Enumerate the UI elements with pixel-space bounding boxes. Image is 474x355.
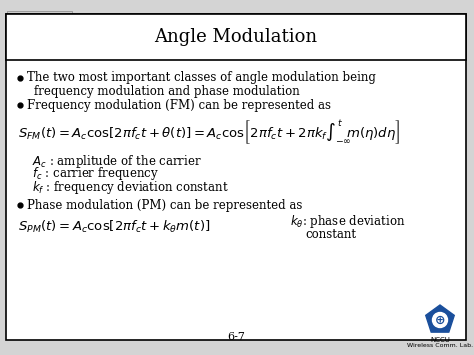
FancyBboxPatch shape (7, 11, 72, 21)
Text: $f_c$ : carrier frequency: $f_c$ : carrier frequency (32, 165, 159, 182)
Text: frequency modulation and phase modulation: frequency modulation and phase modulatio… (34, 84, 300, 98)
FancyBboxPatch shape (6, 14, 466, 340)
Text: $S_{FM}(t) = A_c \cos[2\pi f_c t + \theta(t)] = A_c \cos\!\left[2\pi f_c t + 2\p: $S_{FM}(t) = A_c \cos[2\pi f_c t + \thet… (18, 119, 401, 147)
Text: $k_f$ : frequency deviation constant: $k_f$ : frequency deviation constant (32, 179, 229, 196)
Text: Wireless Comm. Lab.: Wireless Comm. Lab. (407, 343, 473, 348)
Text: NCCU: NCCU (430, 337, 450, 343)
Text: constant: constant (305, 228, 356, 240)
FancyBboxPatch shape (6, 14, 466, 60)
Text: ⊕: ⊕ (435, 313, 445, 327)
Text: $A_c$ : amplitude of the carrier: $A_c$ : amplitude of the carrier (32, 153, 202, 169)
Circle shape (432, 312, 447, 328)
Text: The two most important classes of angle modulation being: The two most important classes of angle … (27, 71, 376, 84)
Text: Frequency modulation (FM) can be represented as: Frequency modulation (FM) can be represe… (27, 98, 331, 111)
Text: Angle Modulation: Angle Modulation (155, 28, 318, 46)
Text: $S_{PM}(t) = A_c \cos[2\pi f_c t + k_{\theta} m(t)]$: $S_{PM}(t) = A_c \cos[2\pi f_c t + k_{\t… (18, 219, 210, 235)
Text: Phase modulation (PM) can be represented as: Phase modulation (PM) can be represented… (27, 198, 302, 212)
FancyBboxPatch shape (6, 13, 74, 25)
Text: $k_{\theta}$: phase deviation: $k_{\theta}$: phase deviation (290, 213, 405, 229)
Text: 6-7: 6-7 (227, 332, 245, 342)
